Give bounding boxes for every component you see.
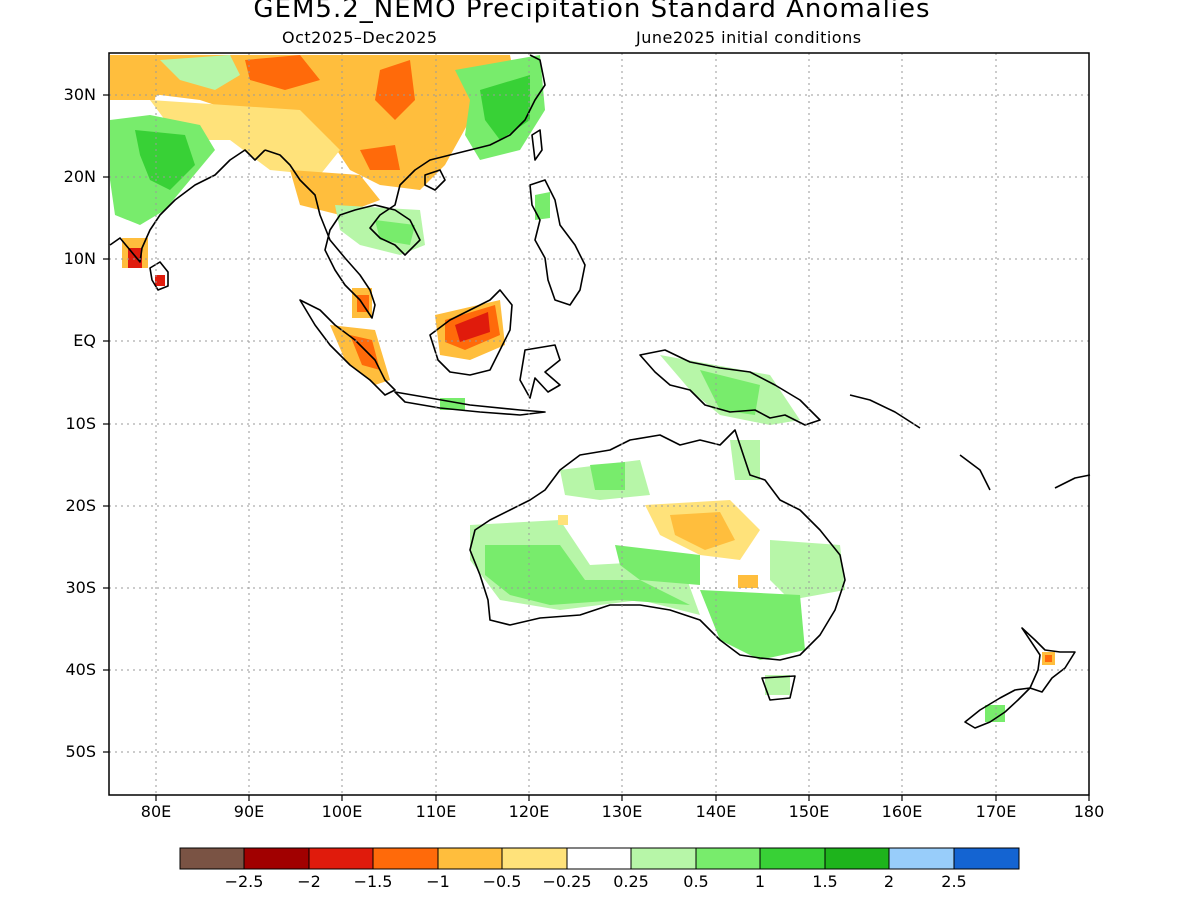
anomaly-india-wet2 [135, 130, 195, 190]
anomaly-west-dry [110, 55, 160, 100]
coast-islands-east [849, 394, 1091, 491]
coast-philippines [529, 179, 586, 306]
lon-label: 160E [881, 802, 923, 821]
colorbar-label: 0.5 [683, 872, 709, 891]
anomaly-aus-east [770, 540, 845, 600]
forecast-period: Oct2025–Dec2025 [282, 28, 438, 47]
lat-label: EQ [73, 331, 96, 350]
anomaly-srilanka-red2 [155, 275, 165, 286]
anomaly-tibet-dry3 [360, 145, 400, 170]
lat-label: 10S [65, 414, 96, 433]
anomaly-fields [110, 55, 1055, 722]
colorbar-bin-12 [953, 847, 1020, 870]
colorbar-label: −1 [426, 872, 450, 891]
anomaly-nz-north2 [1045, 655, 1052, 662]
anomaly-sea-light [290, 170, 380, 215]
colorbar-bin-3 [372, 847, 439, 870]
lon-label: 100E [321, 802, 363, 821]
colorbar-label: −2.5 [224, 872, 264, 891]
lat-label: 30N [63, 85, 96, 104]
lon-label: 110E [415, 802, 457, 821]
lon-label: 130E [601, 802, 643, 821]
lon-label: 90E [233, 802, 265, 821]
lon-label: 180 [1073, 802, 1105, 821]
anomaly-aus-centre [615, 545, 700, 585]
anomaly-tibet-dry1 [245, 55, 320, 90]
anomaly-indochina-wet2 [375, 220, 415, 245]
colorbar-label: −0.5 [482, 872, 522, 891]
colorbar-label: 1.5 [812, 872, 838, 891]
gridlines [109, 53, 1089, 795]
colorbar-bin-5 [501, 847, 568, 870]
coast-india [109, 149, 266, 263]
coast-hainan [424, 169, 446, 191]
anomaly-png2 [700, 370, 760, 415]
colorbar-bin-6 [566, 847, 632, 870]
initial-conditions: June2025 initial conditions [636, 28, 862, 47]
coast-tasmania [761, 675, 796, 701]
lon-label: 80E [140, 802, 172, 821]
colorbar-bin-8 [695, 847, 761, 870]
coast-taiwan [531, 129, 543, 161]
coast-borneo [429, 289, 513, 376]
colorbar-bin-2 [308, 847, 374, 870]
coast-srilanka [149, 261, 169, 291]
colorbar [179, 847, 1020, 870]
map-title: GEM5.2_NEMO Precipitation Standard Anoma… [253, 0, 931, 24]
colorbar-label: 0.25 [613, 872, 649, 891]
anomaly-borneo3 [455, 312, 490, 342]
lat-label: 50S [65, 742, 96, 761]
colorbar-bin-11 [888, 847, 955, 870]
lon-label: 140E [695, 802, 737, 821]
coast-java [394, 391, 546, 416]
coast-newguinea [639, 349, 821, 426]
anomaly-aus-west2 [485, 545, 690, 605]
anomaly-nz-south [985, 705, 1005, 722]
axis-ticks [103, 94, 1090, 801]
anomaly-china-wet2 [480, 75, 530, 140]
anomaly-aus-se [700, 590, 805, 660]
colorbar-label: −1.5 [353, 872, 393, 891]
lat-label: 10N [63, 249, 96, 268]
anomaly-ph-wet [535, 192, 550, 220]
lat-label: 30S [65, 578, 96, 597]
colorbar-bin-4 [437, 847, 503, 870]
anomaly-tibet-dry2 [375, 60, 415, 120]
colorbar-bin-0 [179, 847, 245, 870]
colorbar-label: −2 [297, 872, 321, 891]
lat-label: 40S [65, 660, 96, 679]
coast-asia-east [264, 54, 546, 319]
lon-label: 170E [975, 802, 1017, 821]
colorbar-label: 2.5 [941, 872, 967, 891]
lon-label: 150E [788, 802, 830, 821]
lon-label: 120E [508, 802, 550, 821]
coast-sulawesi [519, 344, 561, 399]
colorbar-bin-1 [243, 847, 310, 870]
lat-label: 20S [65, 496, 96, 515]
anomaly-aus-dry3 [738, 575, 758, 588]
lat-label: 20N [63, 167, 96, 186]
colorbar-bin-9 [759, 847, 826, 870]
colorbar-bin-7 [630, 847, 697, 870]
colorbar-label: 2 [883, 872, 895, 891]
colorbar-label: −0.25 [542, 872, 592, 891]
map-frame [108, 52, 1090, 796]
coast-nz-south [964, 687, 1031, 729]
colorbar-bin-10 [824, 847, 890, 870]
anomaly-tasmania [765, 675, 790, 695]
colorbar-label: 1 [754, 872, 766, 891]
anomaly-sumatra2 [350, 335, 380, 370]
anomaly-aus-north2 [590, 462, 625, 490]
anomaly-asia-light1 [150, 100, 340, 175]
anomaly-aus-dry4 [558, 515, 568, 525]
coast-sumatra [299, 299, 396, 396]
coast-australia [469, 429, 846, 661]
coastlines [109, 54, 1091, 729]
coast-nz-north [1021, 627, 1076, 693]
anomaly-tibet-wet [160, 55, 240, 90]
anomaly-aus-dry2 [670, 512, 735, 550]
